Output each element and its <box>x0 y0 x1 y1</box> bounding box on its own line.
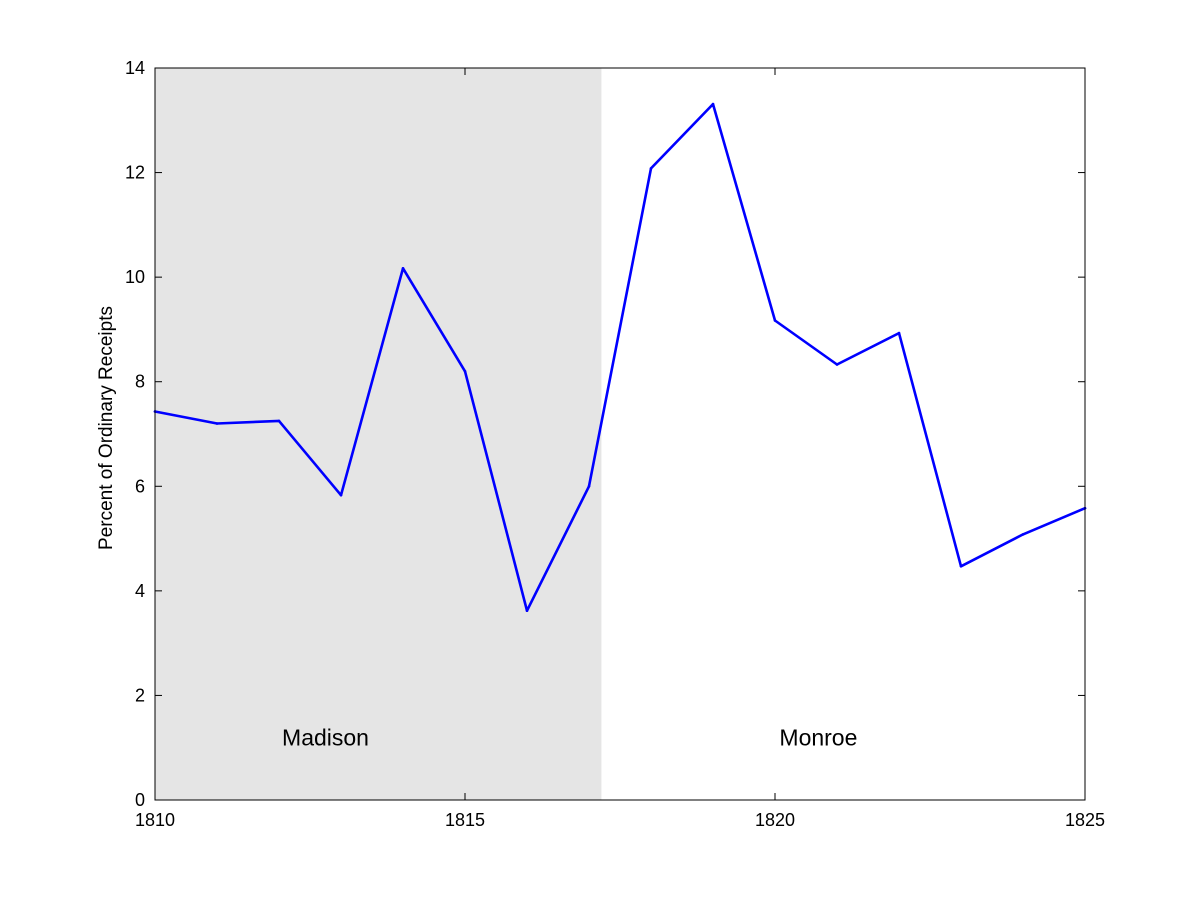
y-axis-label: Percent of Ordinary Receipts <box>96 306 117 550</box>
series-line-1 <box>153 102 1087 613</box>
x-tick-label: 1810 <box>135 810 175 830</box>
data-point <box>711 102 715 106</box>
series-layer <box>153 102 1087 613</box>
x-tick-label: 1820 <box>755 810 795 830</box>
data-point <box>525 609 529 613</box>
y-tick-label: 0 <box>135 790 145 810</box>
data-point <box>339 493 343 497</box>
shaded-region-1 <box>155 68 602 800</box>
data-point <box>897 331 901 335</box>
data-point <box>587 484 591 488</box>
y-tick-label: 2 <box>135 685 145 705</box>
data-point <box>959 564 963 568</box>
data-point <box>277 419 281 423</box>
y-tick-label: 10 <box>125 267 145 287</box>
data-point <box>649 167 653 170</box>
tick-layer: 1810 1815 1820 1825 0 2 4 6 8 10 12 14 <box>125 58 1105 830</box>
annotation-monroe: Monroe <box>779 724 857 750</box>
data-point <box>401 266 405 270</box>
plot-frame <box>154 67 1086 801</box>
x-tick-label: 1825 <box>1065 810 1105 830</box>
data-point <box>773 319 777 322</box>
annotation-madison: Madison <box>282 724 369 750</box>
data-point <box>835 363 839 366</box>
annotation-layer: Madison Monroe <box>282 724 857 750</box>
data-point <box>215 422 219 425</box>
y-tick-label: 8 <box>135 372 145 392</box>
y-tick-label: 14 <box>125 58 145 78</box>
data-point <box>463 369 467 373</box>
x-tick-label: 1815 <box>445 810 485 830</box>
y-tick-label: 6 <box>135 476 145 496</box>
y-tick-label: 12 <box>125 163 145 183</box>
data-point <box>1021 533 1025 536</box>
shaded-region-layer <box>155 68 602 800</box>
y-tick-label: 4 <box>135 581 145 601</box>
